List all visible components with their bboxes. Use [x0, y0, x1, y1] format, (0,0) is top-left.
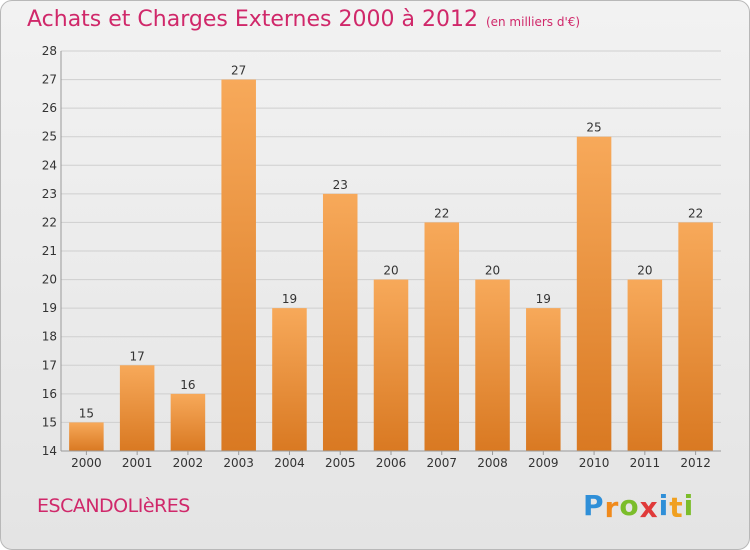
y-tick-label: 24 [42, 158, 57, 172]
data-label: 19 [282, 292, 297, 306]
x-tick-label: 2007 [426, 456, 457, 470]
bar-2006 [373, 279, 409, 451]
data-label: 19 [536, 292, 551, 306]
y-tick-label: 23 [42, 187, 57, 201]
chart-title-block: Achats et Charges Externes 2000 à 2012 (e… [27, 7, 580, 32]
y-tick-label: 17 [42, 358, 57, 372]
logo-letter: o [619, 489, 640, 522]
y-tick-label: 22 [42, 215, 57, 229]
y-tick-label: 16 [42, 387, 57, 401]
logo-letter: i [658, 489, 670, 522]
y-tick-label: 25 [42, 130, 57, 144]
x-tick-label: 2000 [71, 456, 102, 470]
bar-2003 [221, 79, 256, 452]
y-tick-label: 27 [42, 73, 57, 87]
axes [60, 51, 721, 455]
bar-2009 [526, 308, 561, 451]
x-tick-label: 2011 [630, 456, 661, 470]
logo-letter: i [683, 489, 695, 522]
proxiti-logo: Proxiti [583, 489, 695, 524]
x-tick-label: 2008 [477, 456, 508, 470]
y-tick-label: 26 [42, 101, 57, 115]
bar-2008 [475, 279, 510, 451]
logo-letter: r [604, 491, 620, 524]
bars [69, 79, 713, 452]
data-label: 23 [333, 178, 348, 192]
bar-2000 [69, 422, 104, 451]
x-tick-label: 2002 [173, 456, 204, 470]
logo-letter: x [639, 491, 659, 524]
logo-letter: P [583, 489, 605, 522]
x-tick-label: 2006 [376, 456, 407, 470]
data-label: 17 [130, 349, 145, 363]
data-label: 20 [383, 264, 398, 278]
bar-2007 [424, 222, 460, 451]
bar-2002 [170, 393, 206, 451]
data-label: 20 [485, 264, 500, 278]
x-tick-label: 2003 [223, 456, 254, 470]
x-tick-label: 2001 [122, 456, 153, 470]
x-tick-label: 2005 [325, 456, 356, 470]
y-tick-label: 18 [42, 330, 57, 344]
bar-2010 [576, 136, 612, 451]
x-tick-label: 2004 [274, 456, 305, 470]
y-tick-label: 20 [42, 273, 57, 287]
data-label: 16 [180, 378, 195, 392]
bar-2001 [119, 365, 155, 451]
chart-title: Achats et Charges Externes 2000 à 2012 [27, 7, 478, 32]
bar-2012 [678, 222, 713, 451]
data-label: 22 [688, 206, 703, 220]
data-label: 20 [637, 264, 652, 278]
data-label: 15 [79, 406, 94, 420]
labels: 14 15 16 17 18 19 20 21 22 23 24 25 26 27 28 2000 15 2001… [42, 44, 711, 470]
x-tick-label: 2010 [579, 456, 610, 470]
chart-subtitle: (en milliers d'€) [485, 15, 581, 29]
x-tick-label: 2009 [528, 456, 559, 470]
bar-2004 [272, 308, 307, 451]
data-label: 22 [434, 206, 449, 220]
y-tick-label: 21 [42, 244, 57, 258]
y-tick-label: 28 [42, 44, 57, 58]
data-label: 25 [586, 121, 601, 135]
logo-letter: t [669, 491, 684, 524]
bar-2005 [322, 193, 358, 451]
y-tick-label: 15 [42, 415, 57, 429]
y-tick-label: 19 [42, 301, 57, 315]
data-label: 27 [231, 64, 246, 78]
x-tick-label: 2012 [680, 456, 711, 470]
y-tick-label: 14 [42, 444, 57, 458]
town-name: ESCANDOLIèRES [37, 495, 190, 517]
bar-2011 [627, 279, 663, 451]
